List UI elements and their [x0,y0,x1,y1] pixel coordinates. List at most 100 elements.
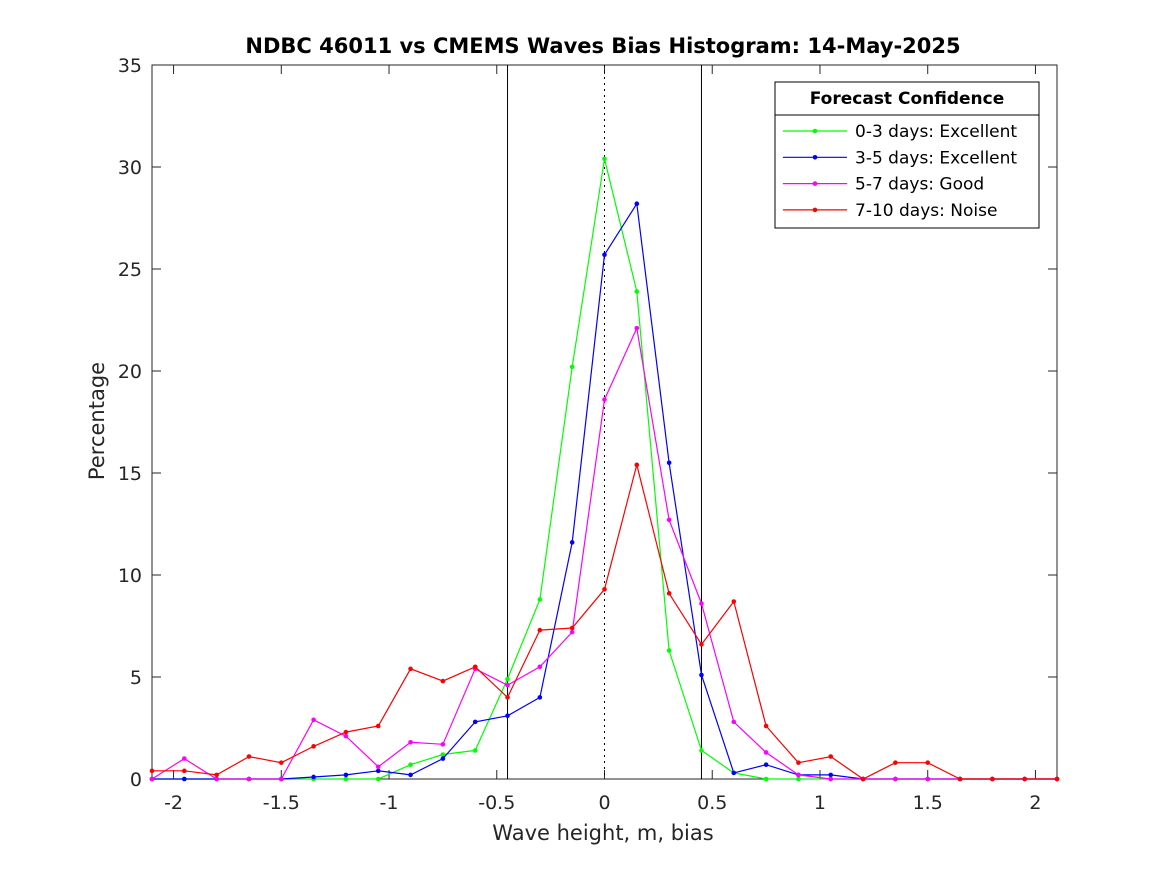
legend: Forecast Confidence 0-3 days: Excellent 3… [774,81,1040,229]
data-point [731,719,737,725]
data-point [246,754,252,759]
data-point [182,756,187,761]
data-point [796,776,801,782]
data-point [375,764,381,770]
legend-entry: 5-7 days: Good [855,175,984,195]
data-point [472,748,478,753]
data-point [311,744,316,749]
data-point [214,772,219,778]
data-point [666,460,672,466]
data-point [957,776,963,782]
data-point [408,666,413,672]
x-tick-label: -1.5 [263,792,300,814]
data-point [699,642,704,647]
data-point [602,156,607,162]
data-point [893,776,898,782]
data-point [602,252,607,258]
data-point [602,586,607,592]
x-tick-label: 0 [598,792,610,814]
data-point [537,597,543,602]
data-point [537,627,543,633]
legend-marker [812,207,818,213]
legend-entry: 7-10 days: Noise [855,201,997,221]
data-point [440,678,446,684]
data-point [666,517,672,523]
data-point [569,364,575,370]
data-point [214,776,219,782]
x-tick-label: -0.5 [478,792,515,814]
legend-title: Forecast Confidence [810,89,1005,109]
data-point [440,756,446,761]
x-tick-label: 2 [1029,792,1041,814]
legend-box [774,81,1040,229]
data-point [569,625,575,631]
data-point [763,776,769,782]
data-point [472,664,478,670]
data-point [925,760,931,765]
data-point [828,754,834,759]
data-point [375,768,381,774]
data-point [149,776,155,782]
data-point [796,772,801,778]
legend-entry: 0-3 days: Excellent [855,122,1017,142]
y-tick-label: 20 [118,361,142,383]
legend-marker [812,155,818,160]
data-point [666,591,672,596]
data-point [343,729,349,735]
legend-marker [812,181,818,186]
y-tick-label: 10 [118,565,142,587]
data-point [796,760,801,765]
x-tick-label: 1 [814,792,826,814]
x-tick-label: -2 [164,792,183,814]
data-point [182,776,187,782]
data-point [731,770,737,776]
data-point [731,599,737,604]
legend-entry: 3-5 days: Excellent [855,148,1017,168]
data-point [311,717,316,723]
data-point [375,776,381,782]
data-point [666,648,672,653]
data-point [311,774,316,780]
data-point [149,768,155,774]
data-point [408,762,413,768]
data-point [828,776,834,782]
data-point [602,397,607,402]
data-point [569,629,575,635]
x-tick-label: -1 [380,792,399,814]
data-point [990,776,995,782]
x-axis-label: Wave height, m, bias [492,821,713,845]
data-point [505,676,510,682]
y-tick-label: 5 [130,667,142,689]
data-point [505,713,510,719]
y-tick-label: 35 [118,55,142,77]
data-point [569,540,575,545]
y-axis-label: Percentage [85,362,109,480]
data-point [440,752,446,757]
data-point [343,733,349,739]
data-point [472,719,478,725]
data-point [699,748,704,753]
chart-title: NDBC 46011 vs CMEMS Waves Bias Histogram… [245,34,960,58]
x-tick-label: 0.5 [697,792,727,814]
data-point [763,723,769,729]
data-point [699,601,704,606]
data-point [375,723,381,729]
data-point [925,776,931,782]
data-point [278,760,284,765]
data-point [893,760,898,765]
y-tick-label: 15 [118,463,142,485]
data-point [182,768,187,774]
data-point [763,750,769,755]
data-point [408,739,413,745]
data-point [537,664,543,670]
legend-marker [812,128,818,134]
data-point [440,742,446,747]
y-tick-label: 25 [118,259,142,281]
data-point [634,201,640,207]
data-point [537,695,543,700]
data-point [634,462,640,468]
y-tick-label: 0 [130,769,142,791]
